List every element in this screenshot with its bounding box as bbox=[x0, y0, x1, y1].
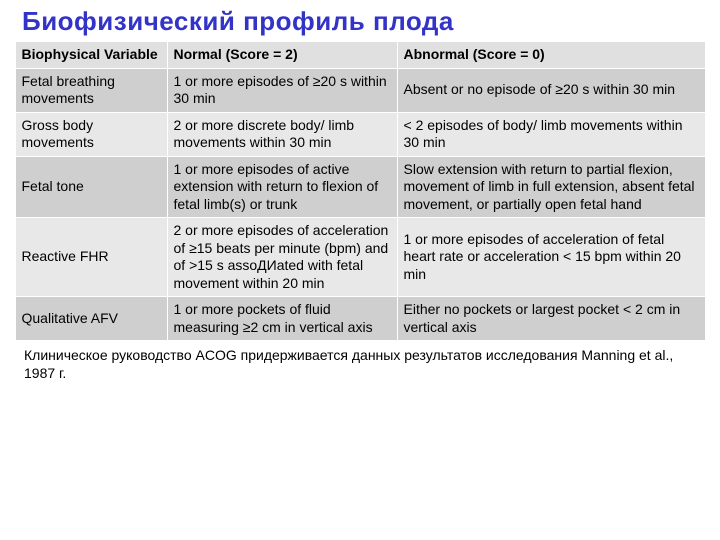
cell-variable: Fetal breathing movements bbox=[15, 68, 167, 112]
cell-variable: Reactive FHR bbox=[15, 218, 167, 297]
slide-title: Биофизический профиль плода bbox=[22, 6, 706, 37]
col-header-abnormal: Abnormal (Score = 0) bbox=[397, 42, 705, 69]
cell-abnormal: < 2 episodes of body/ limb movements wit… bbox=[397, 112, 705, 156]
cell-variable: Qualitative AFV bbox=[15, 297, 167, 341]
footer-citation: Клиническое руководство ACOG придерживае… bbox=[24, 347, 706, 382]
cell-normal: 2 or more discrete body/ limb movements … bbox=[167, 112, 397, 156]
table-row: Gross body movements 2 or more discrete … bbox=[15, 112, 705, 156]
table-row: Fetal tone 1 or more episodes of active … bbox=[15, 156, 705, 218]
table-row: Fetal breathing movements 1 or more epis… bbox=[15, 68, 705, 112]
cell-variable: Fetal tone bbox=[15, 156, 167, 218]
cell-variable: Gross body movements bbox=[15, 112, 167, 156]
cell-normal: 1 or more pockets of fluid measuring ≥2 … bbox=[167, 297, 397, 341]
cell-normal: 2 or more episodes of acceleration of ≥1… bbox=[167, 218, 397, 297]
cell-abnormal: Absent or no episode of ≥20 s within 30 … bbox=[397, 68, 705, 112]
cell-abnormal: Either no pockets or largest pocket < 2 … bbox=[397, 297, 705, 341]
cell-normal: 1 or more episodes of active extension w… bbox=[167, 156, 397, 218]
table-row: Qualitative AFV 1 or more pockets of flu… bbox=[15, 297, 705, 341]
col-header-variable: Biophysical Variable bbox=[15, 42, 167, 69]
table-header-row: Biophysical Variable Normal (Score = 2) … bbox=[15, 42, 705, 69]
table-row: Reactive FHR 2 or more episodes of accel… bbox=[15, 218, 705, 297]
bpp-table: Biophysical Variable Normal (Score = 2) … bbox=[15, 41, 706, 341]
cell-normal: 1 or more episodes of ≥20 s within 30 mi… bbox=[167, 68, 397, 112]
cell-abnormal: 1 or more episodes of acceleration of fe… bbox=[397, 218, 705, 297]
col-header-normal: Normal (Score = 2) bbox=[167, 42, 397, 69]
cell-abnormal: Slow extension with return to partial fl… bbox=[397, 156, 705, 218]
